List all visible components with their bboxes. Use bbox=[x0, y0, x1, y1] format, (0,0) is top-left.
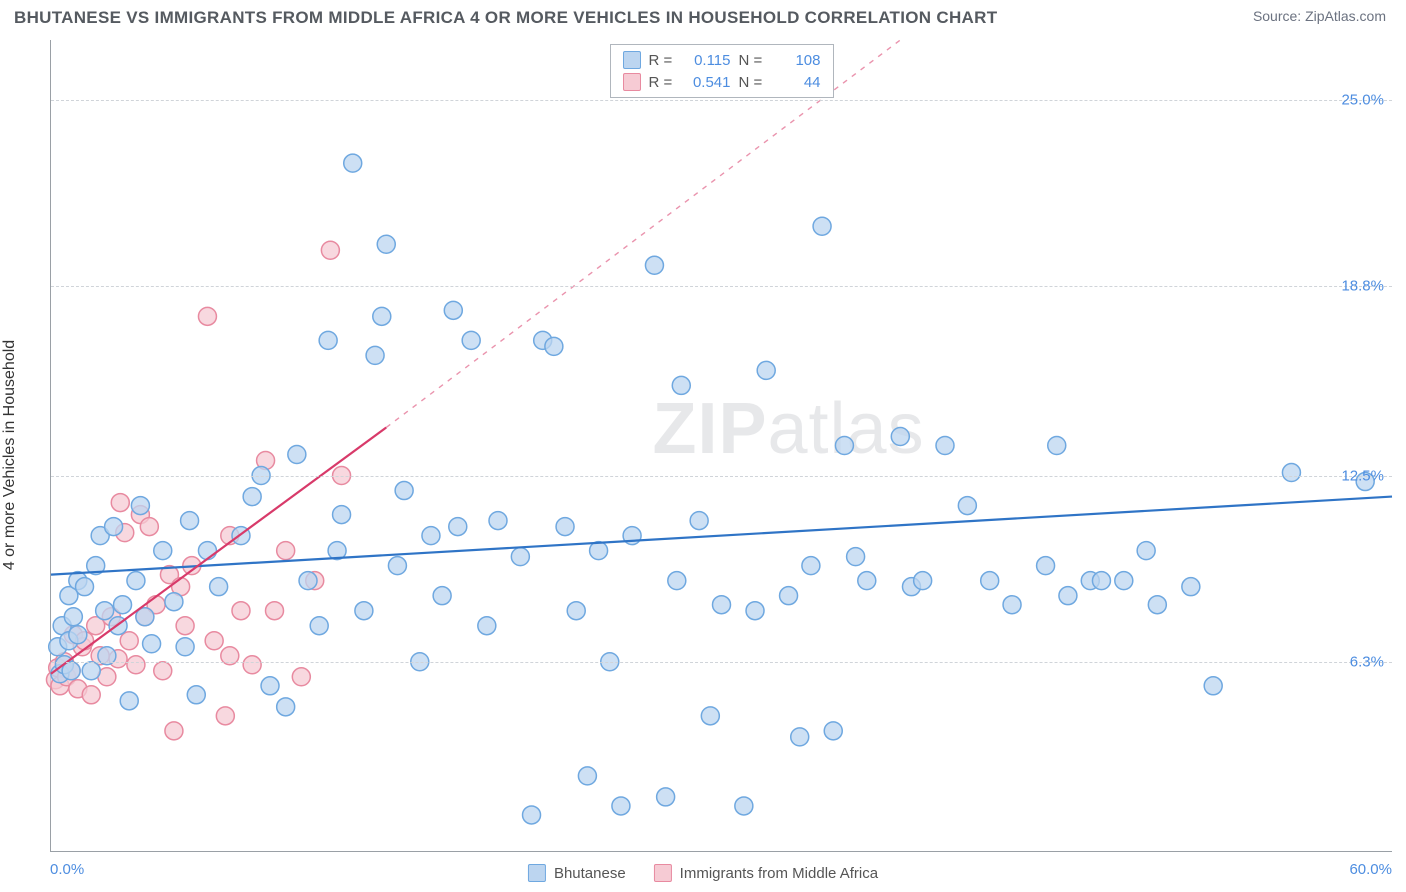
stats-row-series-1: R = 0.541 N = 44 bbox=[623, 71, 821, 93]
source-attribution: Source: ZipAtlas.com bbox=[1253, 8, 1386, 24]
legend-item-1: Immigrants from Middle Africa bbox=[654, 864, 878, 882]
y-tick-label: 12.5% bbox=[1341, 467, 1384, 484]
correlation-stats-box: R = 0.115 N = 108 R = 0.541 N = 44 bbox=[610, 44, 834, 98]
legend-item-0: Bhutanese bbox=[528, 864, 626, 882]
plot-area: ZIPatlas R = 0.115 N = 108 R = 0.541 N =… bbox=[50, 40, 1392, 852]
legend-label-1: Immigrants from Middle Africa bbox=[680, 865, 878, 882]
stats-swatch-0 bbox=[623, 51, 641, 69]
y-tick-label: 18.8% bbox=[1341, 278, 1384, 295]
gridline bbox=[51, 662, 1392, 663]
legend-swatch-0 bbox=[528, 864, 546, 882]
legend-swatch-1 bbox=[654, 864, 672, 882]
scatter-plot-svg bbox=[51, 40, 1392, 851]
stats-swatch-1 bbox=[623, 73, 641, 91]
y-axis-label: 4 or more Vehicles in Household bbox=[1, 340, 19, 570]
x-axis-max-label: 60.0% bbox=[1349, 861, 1392, 878]
stats-row-series-0: R = 0.115 N = 108 bbox=[623, 49, 821, 71]
y-tick-label: 25.0% bbox=[1341, 92, 1384, 109]
gridline bbox=[51, 100, 1392, 101]
legend-label-0: Bhutanese bbox=[554, 865, 626, 882]
gridline bbox=[51, 476, 1392, 477]
x-axis-min-label: 0.0% bbox=[50, 861, 84, 878]
legend: Bhutanese Immigrants from Middle Africa bbox=[528, 864, 878, 882]
gridline bbox=[51, 286, 1392, 287]
chart-title: BHUTANESE VS IMMIGRANTS FROM MIDDLE AFRI… bbox=[14, 8, 997, 28]
y-tick-label: 6.3% bbox=[1350, 653, 1384, 670]
chart-header: BHUTANESE VS IMMIGRANTS FROM MIDDLE AFRI… bbox=[0, 0, 1406, 40]
